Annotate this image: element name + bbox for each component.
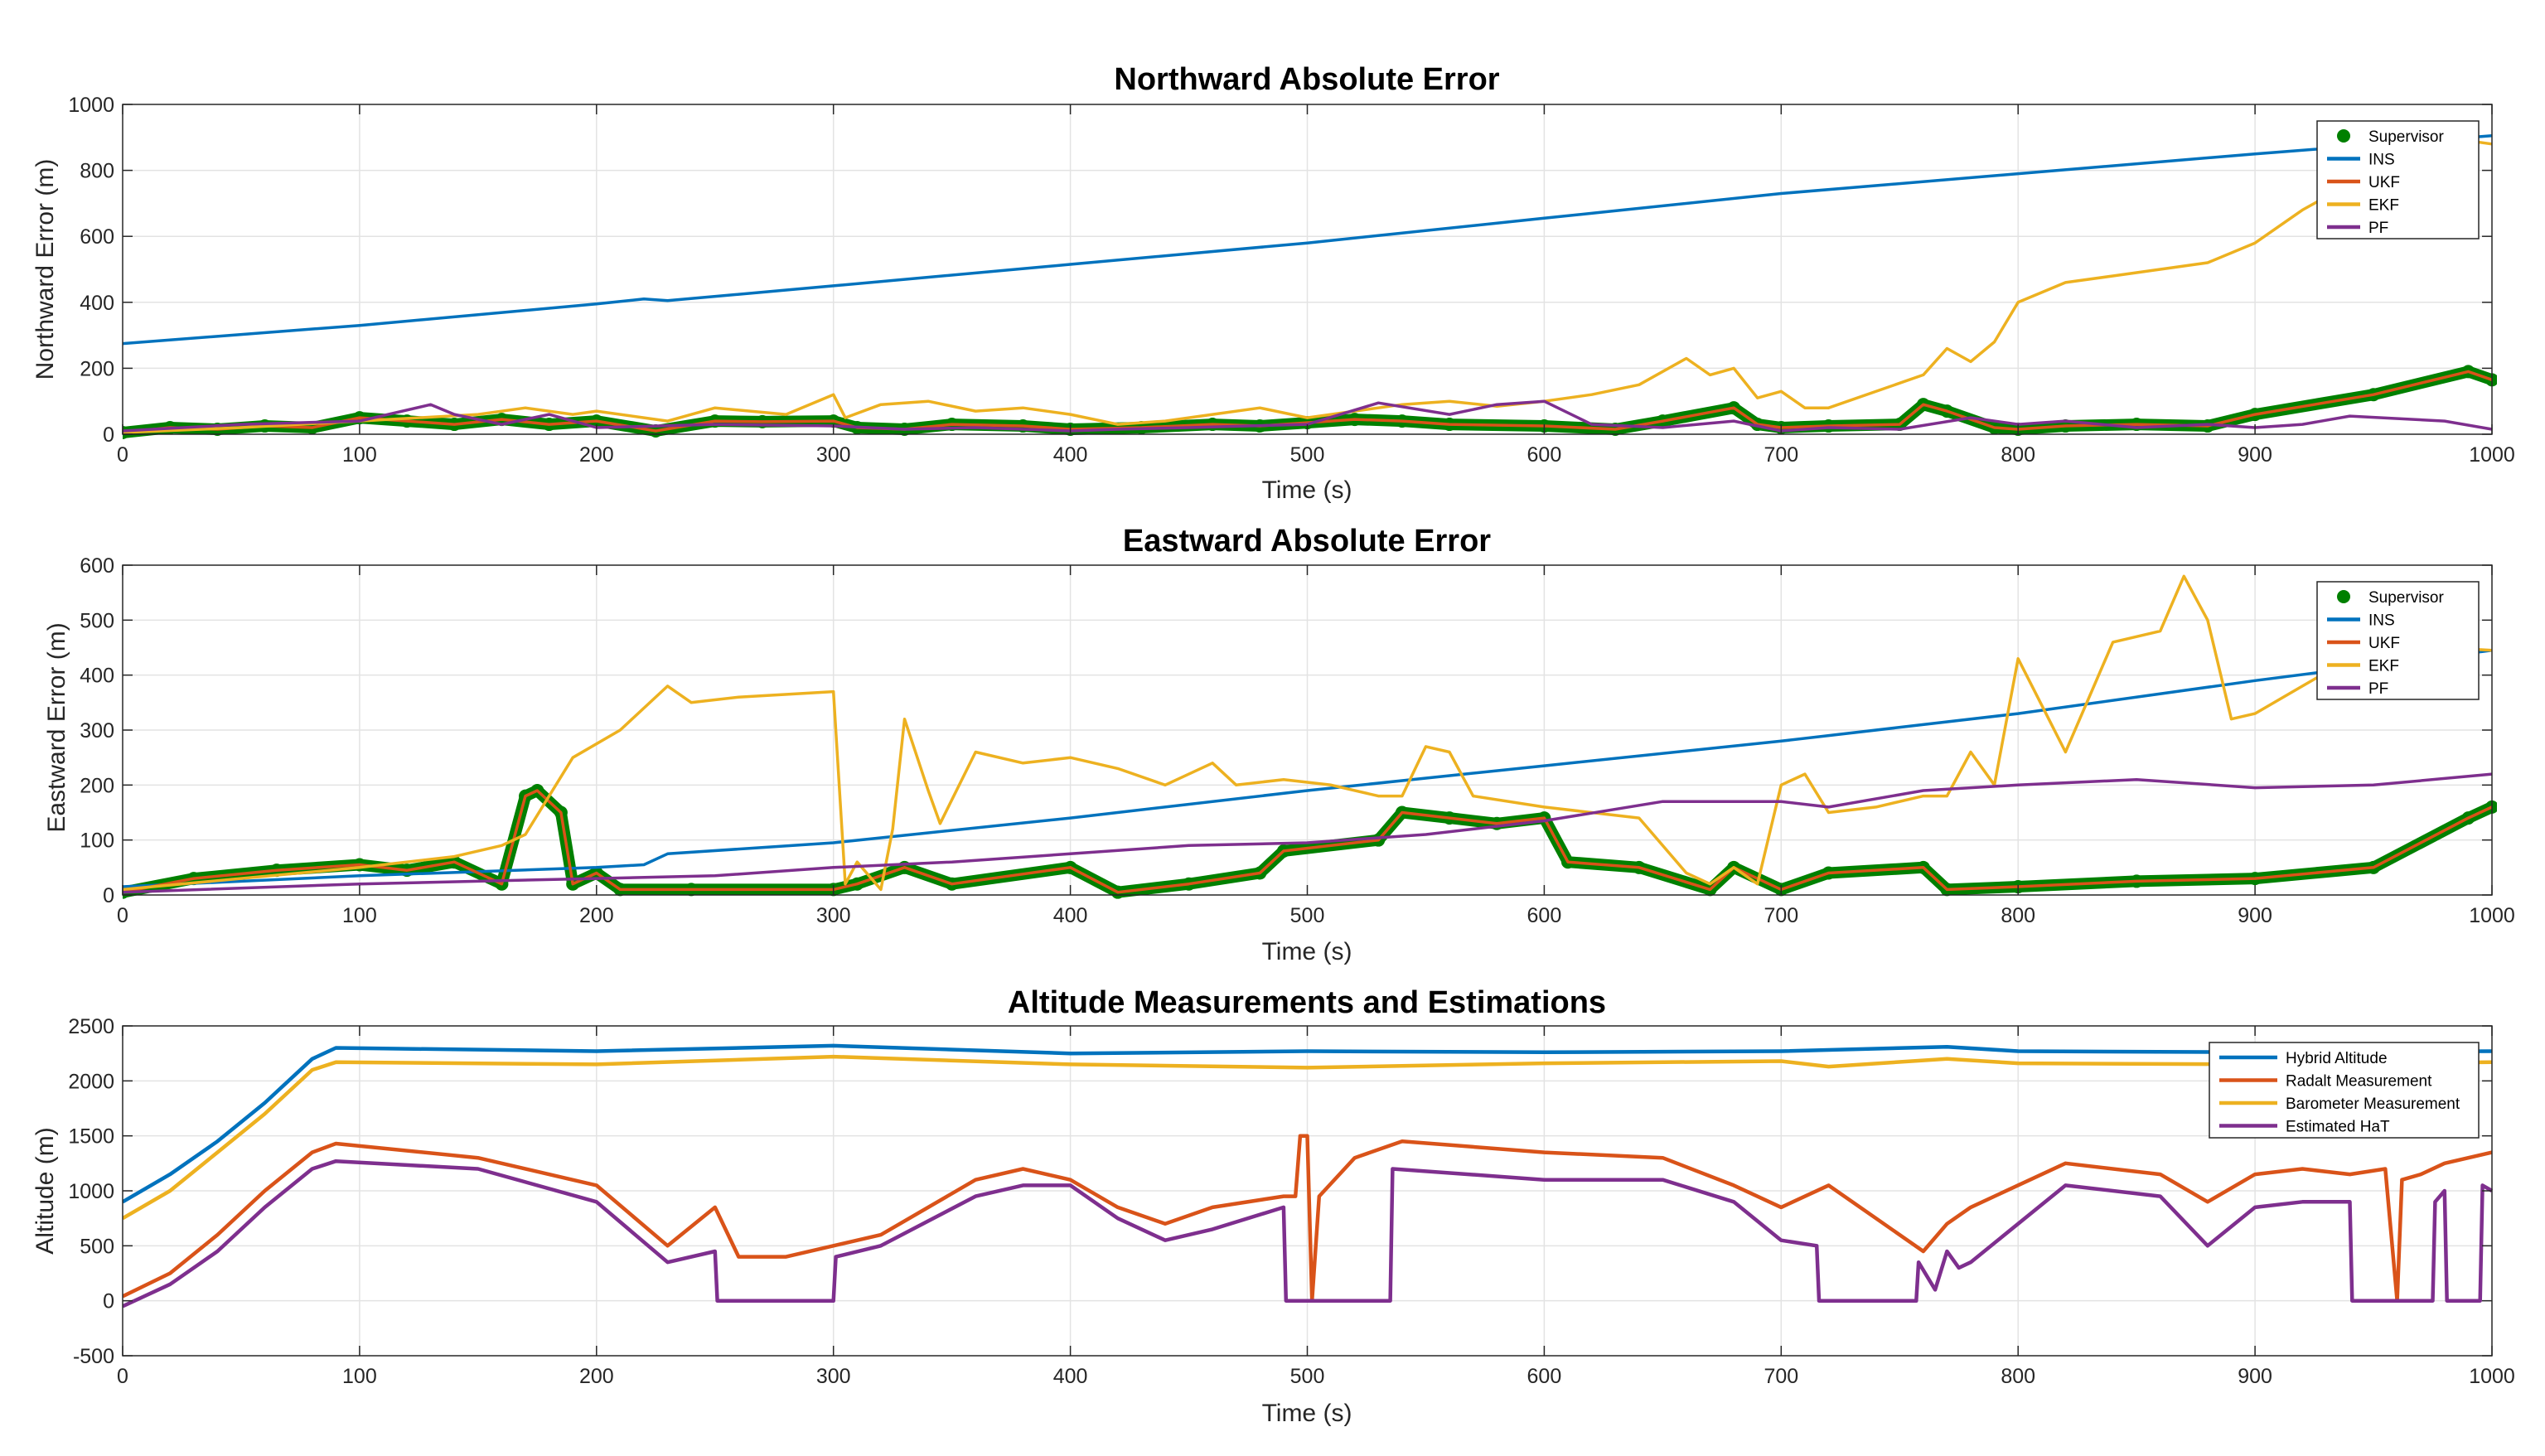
x-tick-label: 800 <box>2001 1365 2035 1388</box>
altitude-panel: Altitude Measurements and Estimations Ti… <box>31 985 2515 1427</box>
y-tick-label: 500 <box>80 1235 114 1258</box>
y-tick-label: 100 <box>80 830 114 853</box>
y-tick-label: 1000 <box>68 1180 114 1203</box>
ins-series-line <box>123 649 2493 888</box>
y-tick-label: 600 <box>80 554 114 578</box>
y-tick-label: 500 <box>80 609 114 632</box>
y-axis-label: Altitude (m) <box>31 1127 59 1254</box>
ekf-series-line <box>123 136 2493 434</box>
x-tick-label: 700 <box>1764 443 1798 467</box>
legend-label-barometer-measurement: Barometer Measurement <box>2286 1096 2460 1113</box>
y-tick-label: 0 <box>103 884 114 907</box>
legend: Supervisor INS UKF EKF PF <box>2316 120 2480 239</box>
x-tick-label: 0 <box>117 904 128 927</box>
x-tick-label: 700 <box>1764 904 1798 927</box>
x-tick-label: 1000 <box>2469 443 2515 467</box>
y-tick-label: 400 <box>80 665 114 688</box>
y-tick-label: 0 <box>103 423 114 447</box>
barometer-measurement-series-line <box>123 1054 2493 1221</box>
x-tick-label: 500 <box>1290 443 1325 467</box>
x-tick-label: 600 <box>1527 1365 1562 1388</box>
x-tick-label: 0 <box>117 443 128 467</box>
y-axis-label: Eastward Error (m) <box>43 622 70 832</box>
x-tick-label: 1000 <box>2469 1365 2515 1388</box>
estimated-hat-series-line <box>123 1159 2494 1308</box>
x-tick-label: 200 <box>579 904 614 927</box>
y-tick-label: 2500 <box>68 1015 114 1038</box>
x-tick-label: 400 <box>1053 904 1088 927</box>
legend-label-radalt-measurement: Radalt Measurement <box>2286 1073 2432 1091</box>
legend-label-pf: PF <box>2368 220 2388 237</box>
x-tick-label: 200 <box>579 443 614 467</box>
northward-error-panel: Northward Absolute Error Time (s) Northw… <box>31 62 2515 504</box>
y-tick-label: 200 <box>80 774 114 797</box>
y-tick-label: 200 <box>80 357 114 380</box>
chart-title: Altitude Measurements and Estimations <box>1008 985 1606 1020</box>
x-tick-label: 100 <box>342 904 377 927</box>
legend: Supervisor INS UKF EKF PF <box>2316 581 2480 700</box>
x-tick-label: 700 <box>1764 1365 1798 1388</box>
x-tick-label: 400 <box>1053 443 1088 467</box>
x-tick-label: 900 <box>2238 904 2272 927</box>
x-tick-label: 500 <box>1290 1365 1325 1388</box>
x-tick-label: 800 <box>2001 904 2035 927</box>
x-tick-label: 300 <box>816 443 851 467</box>
x-tick-label: 900 <box>2238 443 2272 467</box>
legend-label-ukf: UKF <box>2368 635 2400 652</box>
legend-label-supervisor: Supervisor <box>2368 589 2444 607</box>
pf-series-line <box>123 772 2493 894</box>
y-tick-label: 300 <box>80 719 114 743</box>
x-tick-label: 500 <box>1290 904 1325 927</box>
hybrid-altitude-series-line <box>123 1043 2493 1204</box>
y-tick-label: 800 <box>80 160 114 183</box>
x-tick-label: 400 <box>1053 1365 1088 1388</box>
y-tick-label: 600 <box>80 225 114 249</box>
legend-label-ins: INS <box>2368 152 2395 169</box>
y-tick-label: 400 <box>80 292 114 315</box>
legend-label-ins: INS <box>2368 612 2395 630</box>
legend-label-hybrid-altitude: Hybrid Altitude <box>2286 1050 2388 1067</box>
y-axis-label: Northward Error (m) <box>31 159 59 380</box>
ekf-series-line <box>123 574 2493 892</box>
legend-marker-supervisor <box>2337 590 2350 603</box>
x-tick-label: 100 <box>342 1365 377 1388</box>
y-tick-label: -500 <box>73 1345 114 1368</box>
legend-label-ukf: UKF <box>2368 174 2400 191</box>
x-tick-label: 300 <box>816 904 851 927</box>
chart-title: Eastward Absolute Error <box>1123 524 1491 559</box>
x-tick-label: 100 <box>342 443 377 467</box>
legend-label-estimated-hat: Estimated HaT <box>2286 1119 2390 1136</box>
x-tick-label: 200 <box>579 1365 614 1388</box>
x-tick-label: 0 <box>117 1365 128 1388</box>
y-tick-label: 2000 <box>68 1070 114 1093</box>
legend-label-ekf: EKF <box>2368 658 2399 675</box>
legend-label-ekf: EKF <box>2368 197 2399 215</box>
legend-label-supervisor: Supervisor <box>2368 128 2444 146</box>
x-tick-label: 1000 <box>2469 904 2515 927</box>
y-tick-label: 1000 <box>68 94 114 117</box>
ins-series-line <box>123 134 2493 346</box>
x-axis-label: Time (s) <box>1262 1400 1352 1427</box>
x-tick-label: 300 <box>816 1365 851 1388</box>
eastward-error-panel: Eastward Absolute Error Time (s) Eastwar… <box>43 524 2515 965</box>
y-tick-label: 0 <box>103 1290 114 1313</box>
x-tick-label: 900 <box>2238 1365 2272 1388</box>
x-tick-label: 600 <box>1527 443 1562 467</box>
legend-marker-supervisor <box>2337 129 2350 143</box>
chart-title: Northward Absolute Error <box>1114 62 1499 97</box>
pf-series-line <box>123 399 2493 433</box>
legend: Hybrid Altitude Radalt Measurement Baromet… <box>2209 1042 2480 1139</box>
ukf-series-line <box>123 789 2493 894</box>
x-axis-label: Time (s) <box>1262 476 1352 504</box>
y-tick-label: 1500 <box>68 1125 114 1149</box>
x-tick-label: 600 <box>1527 904 1562 927</box>
legend-label-pf: PF <box>2368 680 2388 698</box>
x-tick-label: 800 <box>2001 443 2035 467</box>
x-axis-label: Time (s) <box>1262 938 1352 965</box>
